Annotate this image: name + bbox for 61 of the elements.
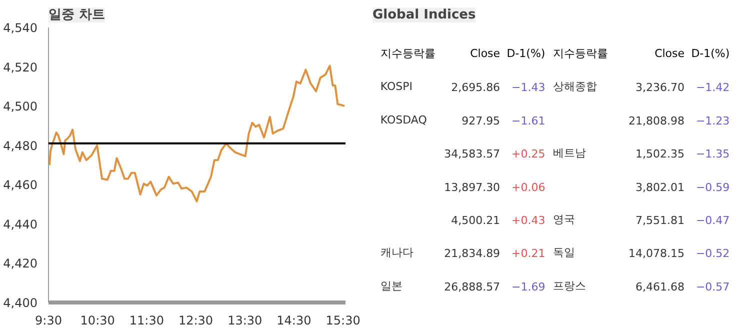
text: 1,502.35 xyxy=(636,148,685,161)
text: 4,500.21 xyxy=(451,214,500,227)
text: +0.25 xyxy=(511,148,546,161)
text: Close xyxy=(470,46,500,60)
text: 2,695.86 xyxy=(451,81,500,94)
y-tick-label: 4,520 xyxy=(3,60,38,74)
text: −1.69 xyxy=(511,280,546,294)
text: −0.52 xyxy=(696,247,730,260)
line-series xyxy=(48,64,346,202)
text: 34,583.57 xyxy=(444,148,500,161)
text: 일본 xyxy=(380,279,402,292)
x-tick-label: 10:30 xyxy=(80,314,115,328)
text: −1.42 xyxy=(696,81,730,94)
x-tick-label: 14:30 xyxy=(276,314,312,328)
text: +0.43 xyxy=(511,214,546,227)
text: 캐나다 xyxy=(380,246,414,260)
text: 26,888.57 xyxy=(444,280,500,294)
x-tick-label: 9:30 xyxy=(35,314,62,328)
text: Close xyxy=(654,46,685,60)
text: 21,834.89 xyxy=(444,247,500,260)
text: 7,551.81 xyxy=(636,214,685,227)
y-tick-label: 4,540 xyxy=(3,21,38,35)
text: 상해종합 xyxy=(553,80,598,94)
text: 13,897.30 xyxy=(444,180,500,194)
y-tick-label: 4,480 xyxy=(3,138,38,153)
text: 14,078.15 xyxy=(628,247,685,260)
text: 프랑스 xyxy=(553,279,586,292)
text: KOSPI xyxy=(380,80,412,94)
text: 베트남 xyxy=(553,146,586,160)
y-tick-label: 4,460 xyxy=(3,178,38,192)
text: 3,802.01 xyxy=(636,180,685,194)
x-tick-label: 12:30 xyxy=(178,314,214,328)
y-tick-label: 4,400 xyxy=(3,296,38,310)
text: −0.59 xyxy=(696,180,730,194)
y-tick-label: 4,500 xyxy=(3,100,38,114)
text: KOSDAQ xyxy=(380,113,428,126)
text: D-1(%) xyxy=(691,46,730,60)
text: 지수등락률 xyxy=(553,46,608,60)
y-tick-label: 4,420 xyxy=(3,256,38,271)
text: 3,236.70 xyxy=(636,81,685,94)
text: −0.47 xyxy=(696,214,730,227)
chart-title: 일중 차트 xyxy=(48,8,106,22)
text: −1.23 xyxy=(696,114,730,128)
x-tick-label: 13:30 xyxy=(228,314,262,328)
text: +0.06 xyxy=(511,180,546,194)
text: 6,461.68 xyxy=(636,280,685,294)
text: −1.61 xyxy=(511,114,546,128)
text: Global Indices xyxy=(372,8,476,22)
text: D-1(%) xyxy=(506,46,546,60)
text: 21,808.98 xyxy=(628,114,685,128)
text: −1.43 xyxy=(511,81,546,94)
text: 927.95 xyxy=(462,114,500,128)
text: 독일 xyxy=(553,246,576,260)
text: −1.35 xyxy=(696,148,730,161)
x-tick-label: 11:30 xyxy=(129,314,164,328)
text: 영국 xyxy=(553,212,576,226)
text: 지수등락률 xyxy=(380,46,436,60)
y-tick-label: 4,440 xyxy=(3,217,38,232)
text: +0.21 xyxy=(511,247,546,260)
text: −0.57 xyxy=(696,280,730,294)
x-tick-label: 15:30 xyxy=(326,314,360,328)
